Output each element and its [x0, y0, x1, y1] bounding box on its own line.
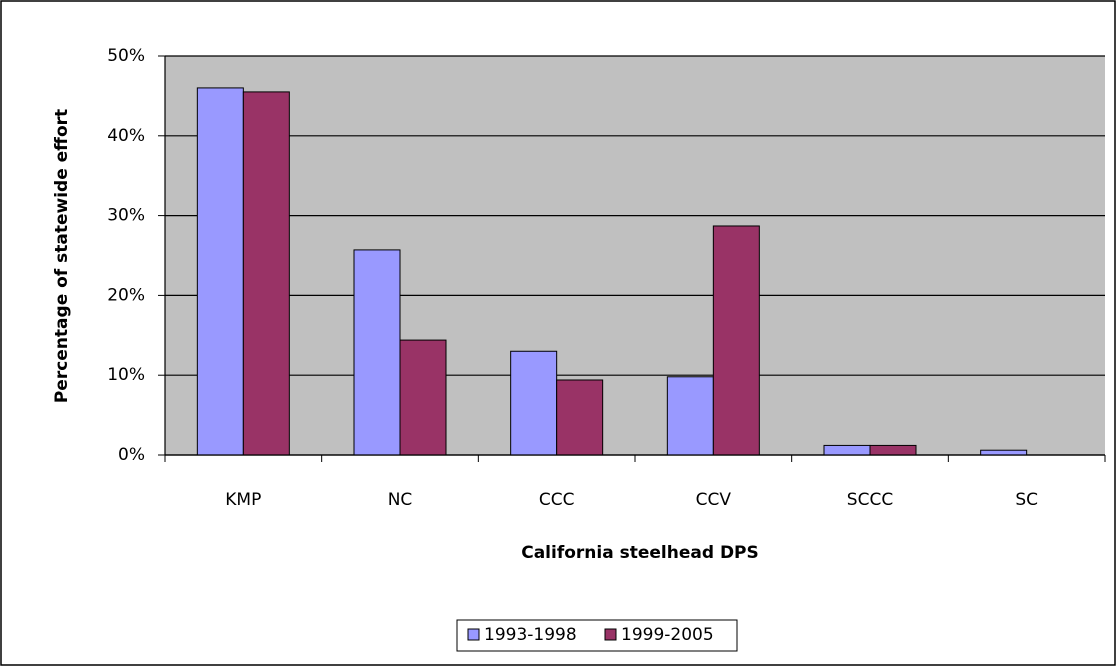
legend-box [456, 619, 738, 652]
bar [823, 444, 871, 456]
bar [556, 379, 604, 456]
bar [980, 449, 1028, 456]
y-tick-label: 40% [107, 126, 145, 146]
x-tick-label: SC [1015, 490, 1038, 510]
x-tick-label: NC [388, 490, 413, 510]
bar [196, 87, 244, 456]
y-tick-label: 10% [107, 365, 145, 385]
y-tick-label: 30% [107, 206, 145, 226]
bar [510, 350, 558, 456]
bar [399, 339, 447, 456]
y-tick-label: 20% [107, 285, 145, 305]
legend-swatch [604, 628, 617, 641]
y-axis-label: Percentage of statewide effort [52, 109, 72, 403]
bar [712, 225, 760, 456]
x-tick-label: CCC [539, 490, 575, 510]
bar [666, 376, 714, 456]
x-tick-label: CCV [696, 490, 732, 510]
x-axis-label: California steelhead DPS [521, 543, 759, 563]
y-tick-label: 50% [107, 46, 145, 66]
plot-background [165, 56, 1105, 455]
legend-label: 1999-2005 [621, 625, 714, 645]
legend-swatch [467, 628, 480, 641]
x-tick-label: KMP [225, 490, 261, 510]
bar [869, 444, 917, 456]
bar [242, 91, 290, 456]
legend-label: 1993-1998 [484, 625, 577, 645]
y-tick-label: 0% [118, 445, 145, 465]
x-tick-label: SCCC [847, 490, 893, 510]
bar [353, 249, 401, 456]
